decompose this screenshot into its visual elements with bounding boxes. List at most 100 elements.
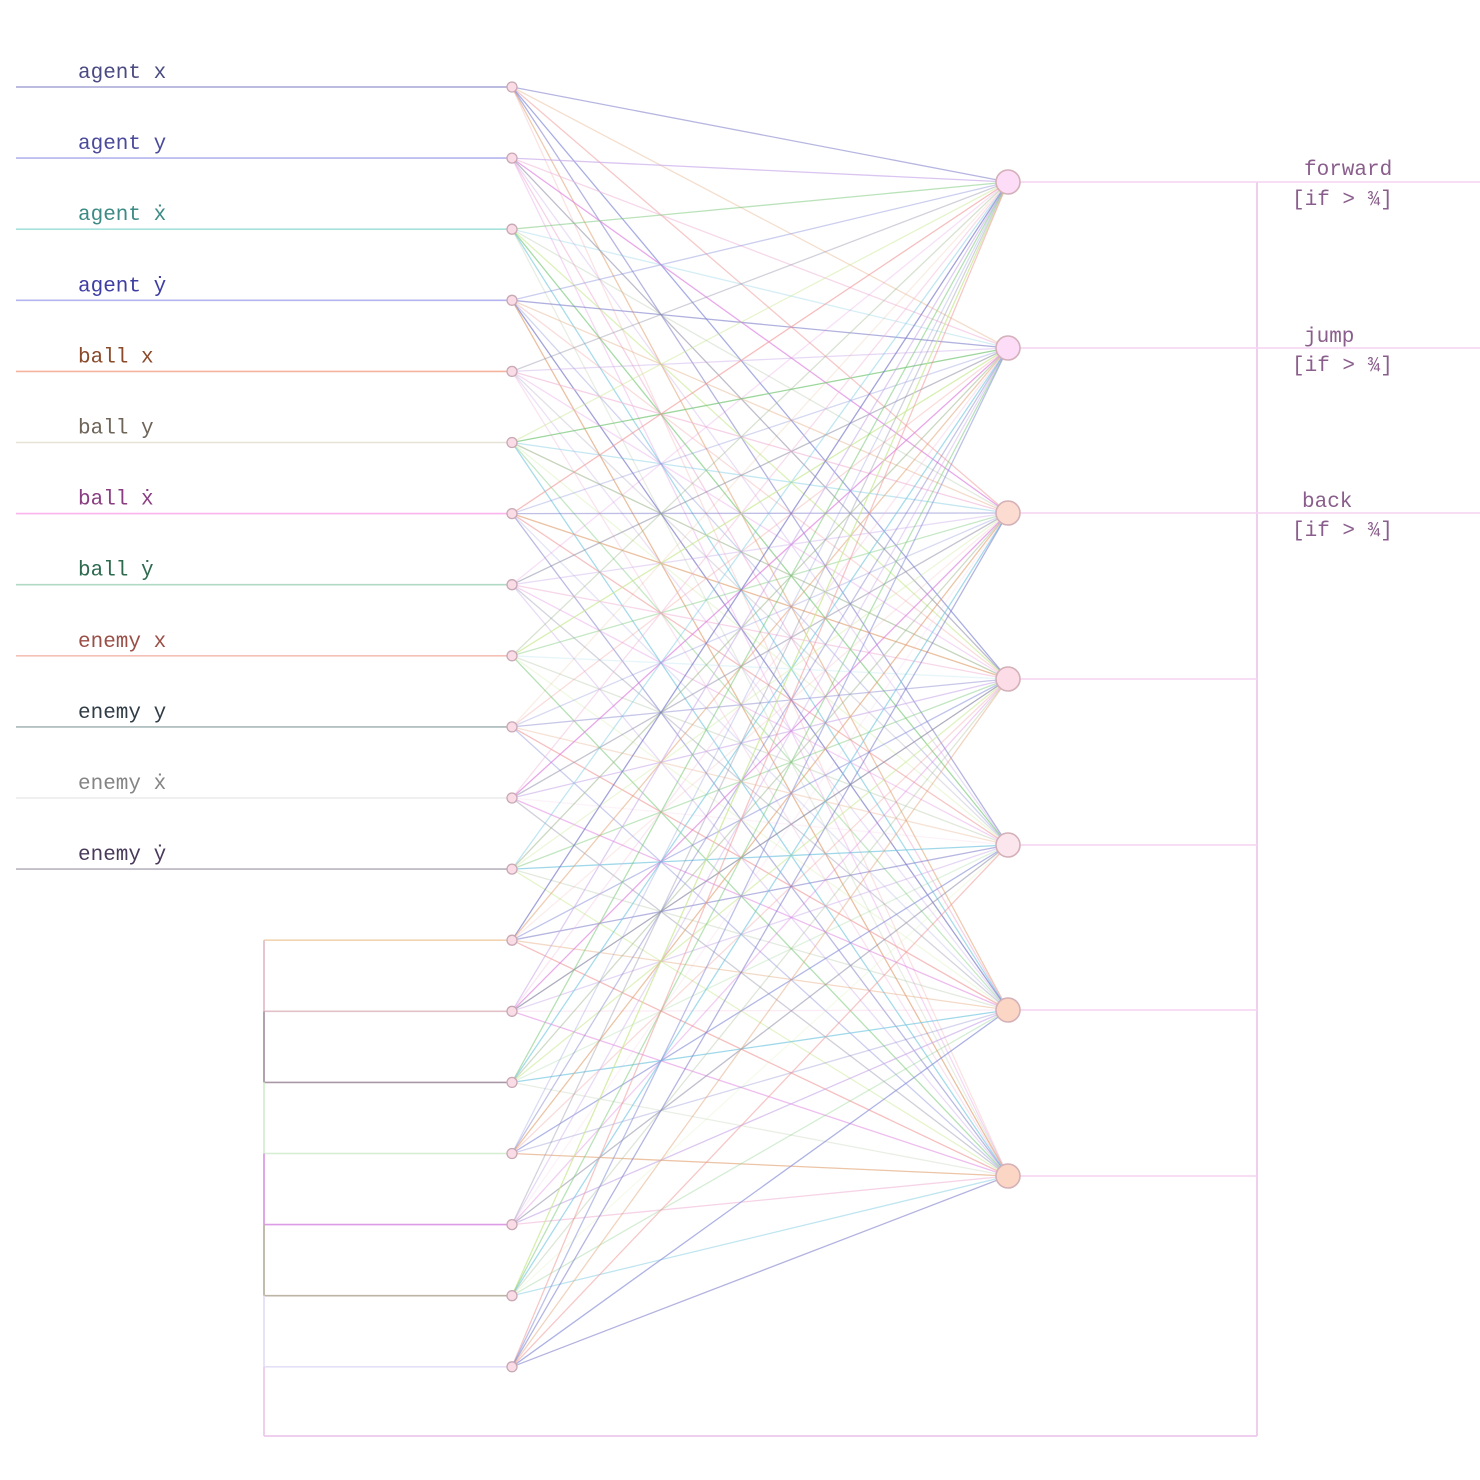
connection-edge xyxy=(511,442,1009,1011)
connection-edge xyxy=(511,370,1009,514)
connection-edge xyxy=(511,678,1009,1012)
input-label: enemy ẏ xyxy=(78,844,166,867)
connection-edge xyxy=(511,86,1009,349)
connection-edge xyxy=(511,844,1009,1083)
connection-edge xyxy=(511,512,1009,941)
input-label: agent ẏ xyxy=(78,275,166,298)
connection-edge xyxy=(511,1152,1009,1177)
connection-edge xyxy=(511,1175,1009,1226)
connection-edge xyxy=(511,844,1009,1297)
output-node xyxy=(995,169,1021,195)
connection-edge xyxy=(511,678,1009,1297)
connection-edge xyxy=(511,678,1009,1154)
connection-edge xyxy=(511,797,1009,1177)
connection-edge xyxy=(511,228,1009,846)
connection-edge xyxy=(511,181,1009,799)
labels: agent x agent y agent ẋ agent ẏ ball x ball y… xyxy=(78,62,1393,867)
connection-edge xyxy=(511,157,1009,349)
connection-edge xyxy=(511,347,1009,1225)
connection-edge xyxy=(511,678,1009,1368)
output-label: back xyxy=(1302,491,1352,514)
input-label: enemy x xyxy=(78,631,166,654)
connection-edge xyxy=(511,584,1009,1011)
connection-edge xyxy=(511,299,1009,514)
connection-edge xyxy=(511,181,1009,373)
connection-edge xyxy=(511,86,1009,514)
connection-edge xyxy=(511,370,1009,680)
connection-edge xyxy=(511,1009,1009,1155)
connection-edge xyxy=(511,939,1009,1177)
connection-edge xyxy=(511,655,1009,680)
connection-edge xyxy=(511,1175,1009,1368)
connection-edge xyxy=(511,347,1009,515)
connection-edge xyxy=(511,844,1009,1226)
wires xyxy=(16,86,1480,1437)
connection-edge xyxy=(511,512,1009,1083)
connection-edge xyxy=(511,726,1009,1177)
nodes xyxy=(506,81,1021,1373)
hidden-node xyxy=(506,152,518,164)
connection-edge xyxy=(511,512,1009,799)
connection-edge xyxy=(511,181,1009,444)
input-label: ball ẋ xyxy=(78,489,154,512)
connection-edge xyxy=(511,181,1009,728)
connection-edge xyxy=(511,86,1009,1011)
output-label: forward xyxy=(1304,159,1392,182)
connection-edge xyxy=(511,86,1009,680)
connection-edge xyxy=(511,228,1009,680)
connection-edge xyxy=(511,157,1009,514)
input-label: agent x xyxy=(78,62,166,85)
connection-edge xyxy=(511,655,1009,1177)
connection-edge xyxy=(511,181,1009,1368)
connection-edge xyxy=(511,726,1009,846)
connection-edge xyxy=(511,157,1009,1011)
connection-edge xyxy=(511,157,1009,183)
connection-edge xyxy=(511,347,1009,1012)
connection-edges xyxy=(511,86,1009,1368)
connection-edge xyxy=(511,512,1009,657)
input-label: ball ẏ xyxy=(78,560,154,583)
output-node xyxy=(995,666,1021,692)
input-label: ball x xyxy=(78,346,154,369)
connection-edge xyxy=(511,1081,1009,1177)
connection-edge xyxy=(511,844,1009,1155)
connection-edge xyxy=(511,1009,1009,1012)
hidden-node xyxy=(506,294,518,306)
connection-edge xyxy=(511,1010,1009,1177)
connection-edge xyxy=(511,181,1009,301)
connection-edge xyxy=(511,181,1009,870)
connection-edge xyxy=(511,299,1009,349)
input-label: agent y xyxy=(78,133,166,156)
connection-edge xyxy=(511,844,1009,1012)
hidden-node xyxy=(506,1290,518,1302)
connection-edge xyxy=(511,347,1009,870)
connection-edge xyxy=(511,1009,1009,1368)
connection-edge xyxy=(511,678,1009,941)
connection-edge xyxy=(511,678,1009,1083)
connection-edge xyxy=(511,347,1009,1154)
output-node xyxy=(995,832,1021,858)
connection-edge xyxy=(511,347,1009,373)
connection-edge xyxy=(511,512,1009,1154)
hidden-node xyxy=(506,1218,518,1231)
connection-edge xyxy=(511,347,1009,657)
connection-edge xyxy=(511,157,1009,680)
hidden-node xyxy=(506,81,518,93)
input-label: agent ẋ xyxy=(78,204,166,227)
connection-edge xyxy=(511,1009,1009,1084)
connection-edge xyxy=(511,512,1009,515)
hidden-node xyxy=(506,792,518,804)
connection-edge xyxy=(511,678,1009,1226)
connection-edge xyxy=(511,678,1009,728)
connection-edge xyxy=(511,844,1009,1368)
hidden-node xyxy=(506,507,518,520)
connection-edge xyxy=(511,512,1009,1297)
connection-edge xyxy=(511,371,1009,1011)
connection-edge xyxy=(511,181,1009,230)
connection-edge xyxy=(511,347,1009,1368)
hidden-node xyxy=(506,1147,518,1160)
connection-edge xyxy=(511,181,1009,1083)
output-node xyxy=(995,335,1021,361)
hidden-node xyxy=(506,579,518,591)
connection-edge xyxy=(511,655,1009,846)
